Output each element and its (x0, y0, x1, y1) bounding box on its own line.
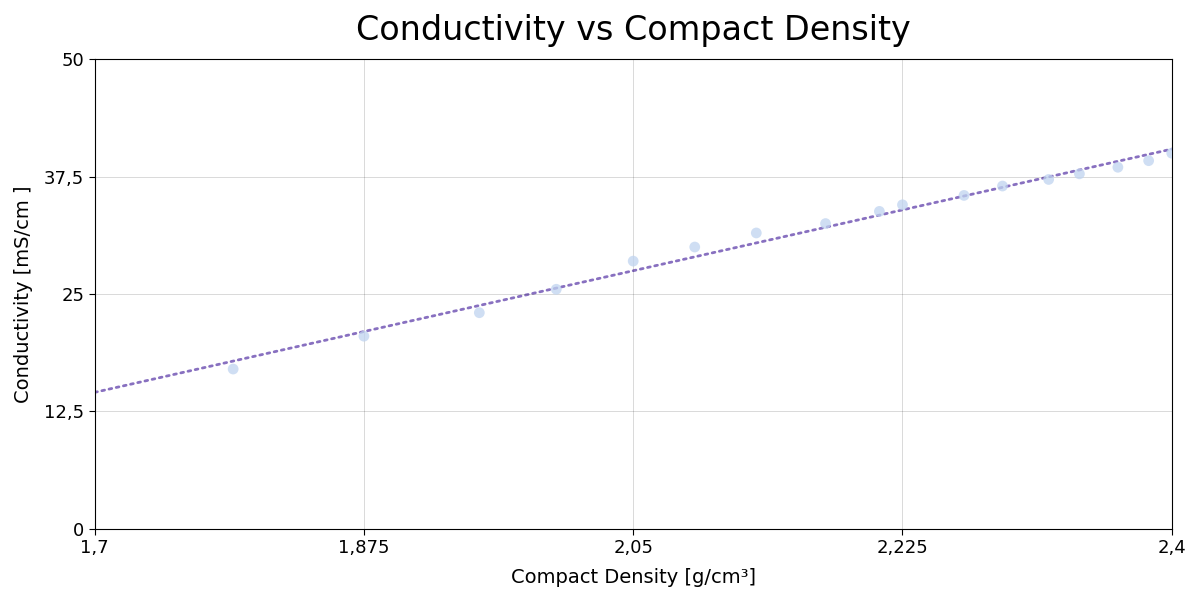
Point (1039, 175, 1058, 185)
Y-axis label: Conductivity [mS/cm ]: Conductivity [mS/cm ] (14, 185, 32, 403)
Point (992, 182, 1012, 191)
Point (1139, 156, 1158, 165)
Point (1162, 148, 1181, 158)
Point (746, 228, 766, 238)
Point (624, 256, 643, 266)
Point (1109, 162, 1128, 172)
Point (223, 364, 242, 374)
Point (816, 219, 835, 228)
Point (954, 191, 973, 200)
Point (870, 207, 889, 216)
X-axis label: Compact Density [g/cm³]: Compact Density [g/cm³] (511, 568, 756, 587)
Point (469, 308, 488, 317)
Point (685, 242, 704, 252)
Point (893, 200, 912, 210)
Title: Conductivity vs Compact Density: Conductivity vs Compact Density (356, 14, 911, 47)
Point (354, 331, 373, 341)
Point (547, 284, 566, 294)
Point (1070, 169, 1090, 178)
